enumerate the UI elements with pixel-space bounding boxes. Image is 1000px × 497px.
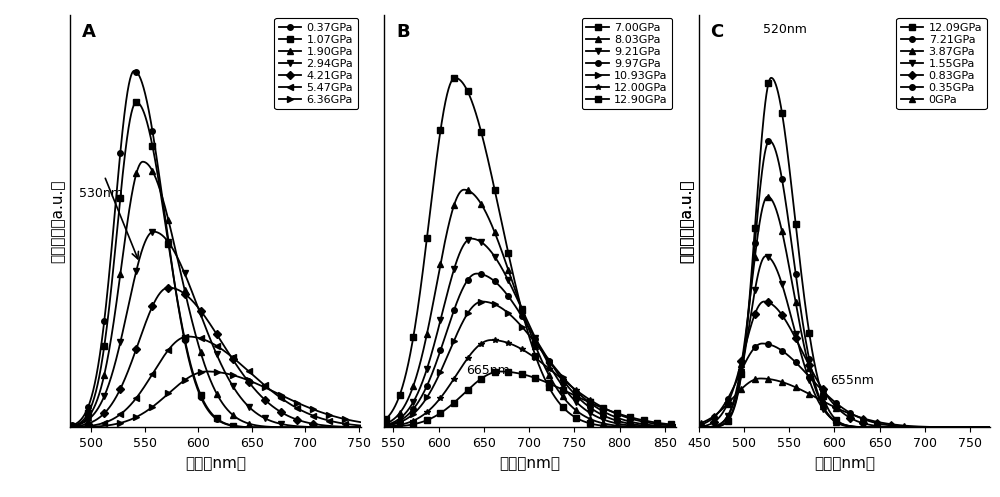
Y-axis label: 荧光强度（a.u.）: 荧光强度（a.u.） bbox=[680, 179, 695, 263]
Legend: 7.00GPa, 8.03GPa, 9.21GPa, 9.97GPa, 10.93GPa, 12.00GPa, 12.90GPa: 7.00GPa, 8.03GPa, 9.21GPa, 9.97GPa, 10.9… bbox=[582, 18, 672, 109]
Text: 530nm: 530nm bbox=[79, 187, 122, 200]
Text: 655nm: 655nm bbox=[830, 374, 874, 387]
Text: B: B bbox=[396, 23, 410, 41]
Text: 665nm: 665nm bbox=[466, 364, 510, 377]
Text: C: C bbox=[711, 23, 724, 41]
Text: A: A bbox=[82, 23, 96, 41]
Legend: 0.37GPa, 1.07GPa, 1.90GPa, 2.94GPa, 4.21GPa, 5.47GPa, 6.36GPa: 0.37GPa, 1.07GPa, 1.90GPa, 2.94GPa, 4.21… bbox=[274, 18, 358, 109]
X-axis label: 波长（nm）: 波长（nm） bbox=[814, 456, 875, 471]
Legend: 12.09GPa, 7.21GPa, 3.87GPa, 1.55GPa, 0.83GPa, 0.35GPa, 0GPa: 12.09GPa, 7.21GPa, 3.87GPa, 1.55GPa, 0.8… bbox=[896, 18, 987, 109]
X-axis label: 波长（nm）: 波长（nm） bbox=[185, 456, 246, 471]
Y-axis label: 荧光强度（a.u.）: 荧光强度（a.u.） bbox=[51, 179, 66, 263]
Text: 520nm: 520nm bbox=[763, 23, 807, 36]
Y-axis label: 荧光强度（a.u.）: 荧光强度（a.u.） bbox=[680, 179, 695, 263]
X-axis label: 波长（nm）: 波长（nm） bbox=[499, 456, 560, 471]
